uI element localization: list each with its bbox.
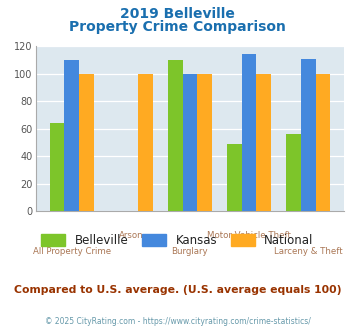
Text: Larceny & Theft: Larceny & Theft — [274, 248, 343, 256]
Bar — [301, 59, 316, 211]
Text: Property Crime Comparison: Property Crime Comparison — [69, 20, 286, 34]
Bar — [242, 54, 256, 211]
Text: © 2025 CityRating.com - https://www.cityrating.com/crime-statistics/: © 2025 CityRating.com - https://www.city… — [45, 317, 310, 326]
Text: 2019 Belleville: 2019 Belleville — [120, 7, 235, 20]
Bar — [168, 60, 182, 211]
Text: Arson: Arson — [119, 231, 143, 240]
Bar — [197, 74, 212, 211]
Text: Burglary: Burglary — [171, 248, 208, 256]
Bar — [316, 74, 330, 211]
Bar — [138, 74, 153, 211]
Legend: Belleville, Kansas, National: Belleville, Kansas, National — [42, 234, 313, 248]
Bar — [64, 60, 79, 211]
Bar — [182, 74, 197, 211]
Bar — [256, 74, 271, 211]
Text: All Property Crime: All Property Crime — [33, 248, 111, 256]
Bar — [286, 134, 301, 211]
Bar — [50, 123, 64, 211]
Bar — [79, 74, 94, 211]
Text: Motor Vehicle Theft: Motor Vehicle Theft — [207, 231, 291, 240]
Text: Compared to U.S. average. (U.S. average equals 100): Compared to U.S. average. (U.S. average … — [14, 285, 341, 295]
Bar — [227, 144, 242, 211]
